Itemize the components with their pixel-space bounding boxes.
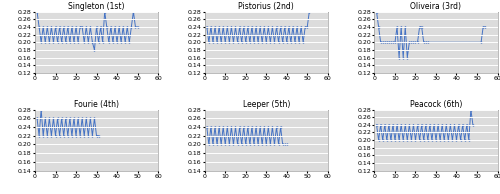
Title: Fourie (4th): Fourie (4th) — [74, 100, 119, 109]
Title: Leeper (5th): Leeper (5th) — [242, 100, 290, 109]
Title: Peacock (6th): Peacock (6th) — [410, 100, 462, 109]
Title: Oliveira (3rd): Oliveira (3rd) — [410, 2, 462, 11]
Title: Pistorius (2nd): Pistorius (2nd) — [238, 2, 294, 11]
Title: Singleton (1st): Singleton (1st) — [68, 2, 125, 11]
